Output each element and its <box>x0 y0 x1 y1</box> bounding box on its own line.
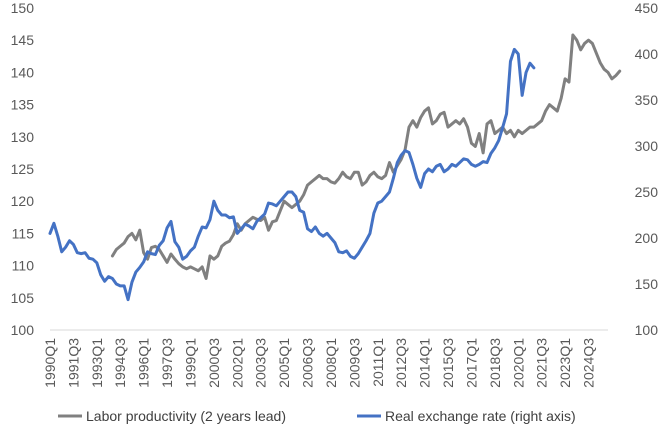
left-axis-tick-label: 130 <box>11 129 35 145</box>
x-axis-tick-label: 2009Q3 <box>346 338 362 388</box>
x-axis-tick-label: 2014Q1 <box>417 338 433 388</box>
x-axis-tick-label: 1997Q3 <box>159 338 175 388</box>
x-axis-tick-label: 2008Q1 <box>323 338 339 388</box>
right-axis-tick-label: 200 <box>635 230 659 246</box>
left-axis-tick-label: 115 <box>12 225 35 241</box>
x-axis-tick-label: 2021Q3 <box>534 338 550 388</box>
right-axis-tick-label: 150 <box>635 276 659 292</box>
legend: Labor productivity (2 years lead) Real e… <box>58 408 576 424</box>
left-axis-tick-labels: 100 105 110 115 120 125 130 135 140 145 150 <box>11 0 35 338</box>
x-axis-tick-label: 2006Q3 <box>300 338 316 388</box>
x-axis-tick-label: 1991Q3 <box>65 338 81 388</box>
left-axis-tick-label: 110 <box>12 258 35 274</box>
x-axis-tick-label: 2018Q3 <box>487 338 503 388</box>
x-axis-tick-label: 1993Q1 <box>89 338 105 388</box>
x-axis-tick-label: 2023Q1 <box>557 338 573 388</box>
right-axis-tick-labels: 100 150 200 250 300 350 400 450 <box>635 0 659 338</box>
legend-label-real-exchange-rate: Real exchange rate (right axis) <box>385 408 576 424</box>
x-axis-tick-label: 2003Q3 <box>253 338 269 388</box>
series-lines <box>48 33 622 302</box>
left-axis-tick-label: 145 <box>11 32 35 48</box>
x-axis-tick-label: 2015Q3 <box>440 338 456 388</box>
x-axis-tick-label: 2005Q1 <box>276 338 292 388</box>
left-axis-tick-label: 125 <box>11 161 35 177</box>
right-axis-tick-label: 300 <box>635 138 659 154</box>
legend-label-labor-productivity: Labor productivity (2 years lead) <box>86 408 286 424</box>
series-line-labor-productivity <box>110 33 622 280</box>
left-axis-tick-label: 135 <box>11 97 35 113</box>
right-axis-tick-label: 100 <box>635 322 659 338</box>
x-axis-tick-label: 2002Q1 <box>229 338 245 388</box>
right-axis-tick-label: 350 <box>635 92 659 108</box>
x-axis-tick-label: 1994Q3 <box>112 338 128 388</box>
left-axis-tick-label: 105 <box>11 290 35 306</box>
x-axis-tick-label: 2000Q3 <box>206 338 222 388</box>
x-axis-tick-labels: 1990Q1 1991Q3 1993Q1 1994Q3 1996Q1 1997Q3 1999… <box>42 338 596 388</box>
right-axis-tick-label: 250 <box>635 184 659 200</box>
x-axis-tick-label: 2011Q1 <box>370 338 386 387</box>
left-axis-tick-label: 100 <box>11 322 35 338</box>
right-axis-tick-label: 450 <box>635 0 659 16</box>
x-axis-tick-label: 1990Q1 <box>42 338 58 388</box>
x-axis-tick-label: 1996Q1 <box>136 338 152 388</box>
left-axis-tick-label: 140 <box>11 64 35 80</box>
x-axis-tick-label: 1999Q1 <box>182 338 198 388</box>
x-axis-tick-label: 2017Q1 <box>463 338 479 388</box>
x-axis-tick-label: 2020Q1 <box>510 338 526 388</box>
series-line-real-exchange-rate <box>48 47 536 302</box>
x-axis-tick-label: 2012Q3 <box>393 338 409 388</box>
right-axis-tick-label: 400 <box>635 46 659 62</box>
left-axis-tick-label: 120 <box>11 193 35 209</box>
left-axis-tick-label: 150 <box>11 0 35 16</box>
x-axis-tick-label: 2024Q3 <box>580 338 596 388</box>
